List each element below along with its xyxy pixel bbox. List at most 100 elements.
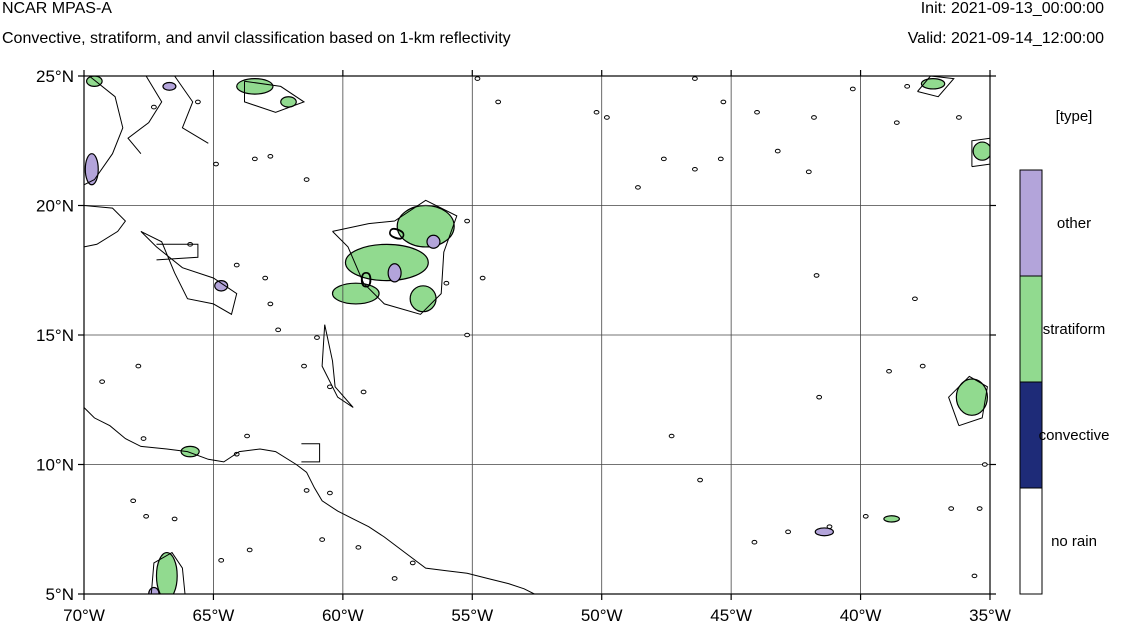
legend: [type] other stratiform convective no rain — [1019, 108, 1109, 595]
contour-label: 0 — [360, 268, 372, 293]
rain-area-stratiform — [955, 378, 989, 416]
legend-label: other — [1057, 215, 1091, 232]
lon-axis: 70°W 65°W 60°W 55°W 50°W 45°W 40°W 35°W — [63, 70, 1011, 625]
contour-speck — [912, 296, 918, 302]
legend-title: [type] — [1056, 108, 1093, 125]
lon-tick-label: 40°W — [840, 606, 882, 625]
reflectivity-contour — [971, 137, 990, 168]
contour-speck — [785, 529, 791, 535]
contour-speck — [886, 368, 892, 374]
contour-speck — [327, 384, 333, 390]
contour-speck — [862, 514, 869, 519]
contour-speck — [301, 363, 307, 369]
rain-area-stratiform — [155, 551, 178, 594]
contour-speck — [603, 115, 610, 120]
contour-speck — [140, 436, 147, 441]
contour-speck — [720, 99, 727, 105]
contour-speck — [893, 120, 900, 125]
contour-speck — [754, 109, 760, 115]
contour-speck — [479, 275, 486, 281]
contour-speck — [593, 109, 600, 115]
contour-speck — [218, 558, 225, 563]
contour-speck — [976, 506, 983, 511]
contour-speck — [355, 545, 362, 550]
contour-layer — [84, 76, 990, 594]
reflectivity-contour — [174, 76, 209, 144]
reflectivity-contour — [948, 375, 988, 427]
contour-speck — [826, 524, 833, 529]
contour-speck — [194, 99, 201, 105]
rain-type-layer — [84, 76, 990, 594]
contour-speck — [697, 477, 703, 483]
contour-speck — [904, 84, 911, 89]
contour-speck — [495, 99, 502, 105]
coastline — [84, 407, 535, 594]
legend-label: stratiform — [1043, 321, 1106, 338]
contour-speck — [464, 332, 471, 338]
rain-area-stratiform — [344, 243, 429, 282]
contour-speck — [464, 218, 471, 224]
contour-speck — [319, 537, 326, 542]
island-outline — [84, 205, 127, 248]
reflectivity-contour — [84, 76, 124, 186]
contour-speck — [971, 573, 978, 579]
rain-area-stratiform — [331, 282, 380, 305]
reflectivity-contour — [321, 324, 354, 408]
contour-speck — [660, 156, 667, 162]
contour-speck — [303, 488, 310, 493]
contour-speck — [409, 560, 416, 566]
lon-tick-label: 70°W — [63, 606, 105, 625]
lon-tick-label: 45°W — [710, 606, 752, 625]
contour-speck — [275, 327, 282, 333]
contour-speck — [244, 433, 250, 439]
contour-speck — [751, 539, 758, 545]
contour-speck — [956, 115, 962, 120]
legend-label: no rain — [1051, 533, 1097, 550]
contour-speck — [327, 490, 333, 496]
contour-speck — [267, 301, 274, 307]
rain-area-stratiform — [883, 515, 901, 523]
contour-speck — [213, 161, 219, 167]
contour-speck — [246, 547, 253, 553]
island-outline — [301, 443, 321, 463]
contour-speck — [262, 275, 269, 281]
contour-speck — [849, 86, 856, 92]
rain-area-other — [387, 263, 402, 283]
contour-speck — [474, 76, 481, 81]
lon-tick-label: 65°W — [193, 606, 235, 625]
contour-speck — [267, 153, 274, 159]
contour-speck — [813, 273, 820, 278]
rain-area-other — [214, 280, 229, 292]
lat-tick-label: 20°N — [36, 197, 74, 216]
legend-swatch — [1019, 169, 1043, 277]
init-time: Init: 2021-09-13_00:00:00 — [920, 0, 1104, 17]
reflectivity-contour — [244, 80, 306, 113]
contour-speck — [391, 576, 398, 581]
legend-swatch — [1019, 275, 1043, 383]
rain-area-other — [84, 153, 99, 186]
rain-area-stratiform — [409, 285, 437, 313]
lat-tick-label: 25°N — [36, 67, 74, 86]
island-outline — [156, 243, 199, 261]
contour-speck — [233, 262, 240, 268]
contour-speck — [135, 363, 142, 369]
rain-area-stratiform — [920, 77, 946, 90]
rain-area-other — [814, 527, 834, 537]
reflectivity-contour — [332, 199, 458, 315]
contour-speck — [717, 156, 724, 162]
contour-speck — [774, 148, 781, 154]
lat-tick-label: 15°N — [36, 326, 74, 345]
rain-area-other — [426, 234, 441, 249]
contour-speck — [143, 514, 150, 519]
reflectivity-contour — [127, 76, 163, 155]
rain-area-stratiform — [236, 77, 274, 95]
contour-speck — [919, 363, 926, 369]
contour-speck — [251, 156, 258, 162]
lon-tick-label: 55°W — [451, 606, 493, 625]
lon-tick-label: 50°W — [581, 606, 623, 625]
gridlines — [84, 76, 990, 594]
contour-speck — [692, 166, 698, 172]
contour-speck — [635, 185, 641, 190]
contour-speck — [303, 177, 310, 182]
